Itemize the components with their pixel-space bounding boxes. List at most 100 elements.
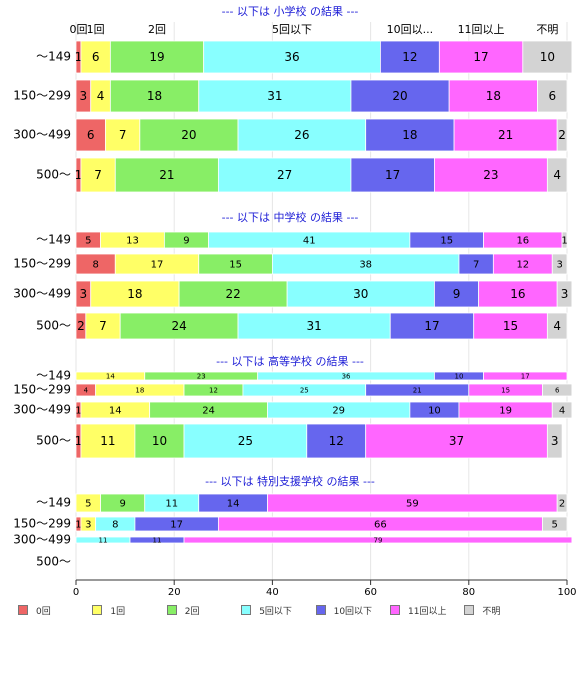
data-label-3-0-5: 59 — [406, 499, 419, 510]
data-label-1-1-0: 8 — [92, 260, 98, 271]
legend-item-0: 0回 — [18, 602, 51, 618]
bar-segment-2-2-6 — [551, 401, 573, 419]
data-label-0-3-6: 4 — [553, 168, 561, 182]
bar-segment-1-3-1 — [85, 312, 121, 340]
data-label-1-0-6: 1 — [561, 236, 567, 247]
bar-segment-0-2-4 — [365, 118, 455, 152]
data-label-2-3-1: 11 — [100, 434, 115, 448]
bar-segment-0-3-3 — [217, 157, 352, 193]
data-label-1-1-1: 17 — [151, 260, 164, 271]
bar-segment-1-3-6 — [546, 312, 568, 340]
bar-segment-0-0-6 — [522, 40, 573, 74]
legend-swatch-4 — [315, 605, 326, 615]
data-label-0-3-1: 7 — [94, 168, 102, 182]
x-tick-label-40: 40 — [266, 587, 279, 598]
row-label-3-2: 300～499 — [13, 533, 71, 547]
data-label-1-2-5: 16 — [510, 287, 525, 301]
data-label-0-0-4: 12 — [402, 50, 417, 64]
top-category-label-4: 10回以... — [387, 23, 434, 36]
data-label-3-0-6: 2 — [559, 499, 565, 510]
panel-title-0: --- 以下は 小学校 の結果 --- — [222, 4, 359, 18]
x-tick-label-80: 80 — [462, 587, 475, 598]
data-label-0-1-6: 6 — [548, 89, 556, 103]
data-label-1-0-3: 41 — [303, 236, 316, 247]
top-category-label-1: 1回 — [87, 23, 105, 36]
bar-segment-0-2-1 — [105, 118, 141, 152]
top-category-label-2: 2回 — [148, 23, 166, 36]
data-label-2-1-4: 21 — [413, 387, 422, 395]
data-label-1-3-3: 31 — [306, 319, 321, 333]
data-label-1-3-6: 4 — [553, 319, 561, 333]
x-tick-label-60: 60 — [364, 587, 377, 598]
data-label-2-2-0: 1 — [75, 406, 81, 417]
data-label-0-3-2: 21 — [159, 168, 174, 182]
bar-segment-0-2-3 — [237, 118, 367, 152]
data-label-0-2-5: 21 — [498, 128, 513, 142]
row-label-1-0: ～149 — [36, 233, 71, 247]
data-label-2-1-2: 12 — [209, 387, 218, 395]
bar-segment-1-3-3 — [237, 312, 391, 340]
legend-item-1: 1回 — [92, 602, 125, 618]
data-label-0-1-3: 31 — [267, 89, 282, 103]
data-label-2-1-3: 25 — [300, 387, 309, 395]
row-label-1-2: 300～499 — [13, 287, 71, 301]
bar-segment-0-1-4 — [350, 79, 450, 113]
data-label-2-3-5: 37 — [449, 434, 464, 448]
bar-segment-0-3-6 — [546, 157, 568, 193]
bar-segment-0-1-6 — [537, 79, 568, 113]
data-label-3-1-3: 8 — [112, 520, 118, 531]
data-label-0-2-3: 26 — [294, 128, 309, 142]
bar-segment-1-2-6 — [556, 280, 573, 308]
row-label-1-1: 150～299 — [13, 257, 71, 271]
data-label-1-0-1: 13 — [126, 236, 139, 247]
data-label-0-1-5: 18 — [486, 89, 501, 103]
bar-segment-2-3-3 — [183, 423, 308, 459]
legend-item-5: 11回以上 — [390, 602, 446, 618]
bar-segment-0-2-5 — [453, 118, 558, 152]
legend-item-4: 10回以下 — [315, 602, 372, 618]
data-label-0-3-5: 23 — [483, 168, 498, 182]
data-label-2-2-1: 14 — [109, 406, 122, 417]
data-label-0-2-0: 6 — [87, 128, 95, 142]
bar-segment-1-3-5 — [473, 312, 548, 340]
bar-segment-0-2-2 — [139, 118, 239, 152]
legend-swatch-2 — [166, 605, 177, 615]
data-label-3-1-0: 1 — [75, 520, 81, 531]
data-label-0-1-0: 3 — [80, 89, 88, 103]
legend-item-2: 2回 — [166, 602, 200, 618]
bar-segment-1-1-6 — [551, 253, 568, 275]
data-label-2-3-6: 3 — [551, 434, 559, 448]
data-label-2-3-3: 25 — [238, 434, 253, 448]
data-label-1-1-3: 38 — [359, 260, 372, 271]
data-label-2-3-2: 10 — [152, 434, 167, 448]
row-label-2-0: ～149 — [36, 369, 71, 383]
data-label-2-3-4: 12 — [329, 434, 344, 448]
stacked-bar-chart: --- 以下は 小学校 の結果 ---～149 1 6 19 36 12 17 10150～2… — [13, 4, 576, 598]
data-label-1-0-4: 15 — [440, 236, 453, 247]
legend-label-0: 0回 — [36, 606, 51, 617]
legend-swatch-5 — [390, 605, 400, 615]
bar-segment-3-1-6 — [542, 516, 568, 532]
row-label-1-3: 500～ — [36, 319, 71, 333]
top-category-label-5: 11回以上 — [458, 23, 505, 36]
data-label-1-3-4: 17 — [424, 319, 439, 333]
row-label-2-1: 150～299 — [13, 383, 71, 397]
legend-item-6: 不明 — [464, 602, 500, 618]
panel-title-2: --- 以下は 高等学校 の結果 --- — [216, 354, 364, 368]
legend-label-3: 5回以下 — [259, 606, 292, 617]
row-label-2-3: 500～ — [36, 434, 71, 448]
bar-segment-2-0-5 — [483, 371, 568, 381]
data-label-1-2-3: 30 — [353, 287, 368, 301]
data-label-1-1-5: 12 — [516, 260, 529, 271]
top-category-label-3: 5回以下 — [272, 23, 312, 36]
bar-segment-0-3-4 — [350, 157, 435, 193]
data-label-0-3-3: 27 — [277, 168, 292, 182]
data-label-3-1-6: 5 — [552, 520, 558, 531]
data-label-0-0-5: 17 — [473, 50, 488, 64]
bar-segment-1-2-3 — [286, 280, 435, 308]
data-label-1-1-4: 7 — [473, 260, 479, 271]
data-label-1-1-2: 15 — [229, 260, 242, 271]
data-label-2-2-2: 24 — [202, 406, 215, 417]
bar-segment-0-3-5 — [434, 157, 548, 193]
legend-swatch-6 — [464, 605, 475, 615]
